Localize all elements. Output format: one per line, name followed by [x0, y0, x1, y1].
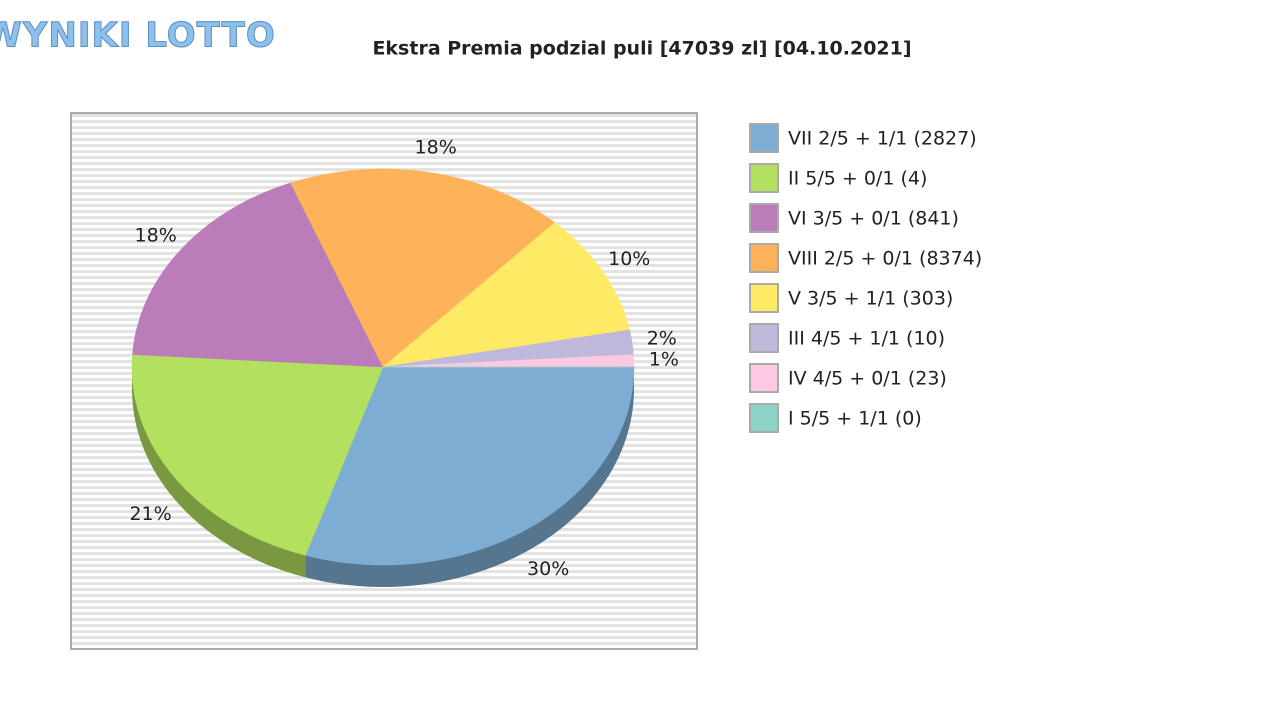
data-label: 10%	[608, 248, 650, 270]
legend-label: VI 3/5 + 0/1 (841)	[788, 208, 959, 230]
slice	[382, 329, 634, 368]
legend-swatch	[749, 283, 779, 313]
legend-swatch	[749, 203, 779, 233]
legend-swatch	[749, 243, 779, 273]
slice	[382, 222, 630, 368]
slice	[305, 366, 635, 566]
legend-swatch	[749, 323, 779, 353]
data-label: 30%	[527, 558, 569, 580]
slice	[131, 354, 384, 556]
legend-swatch	[749, 163, 779, 193]
data-label: 2%	[647, 328, 677, 350]
legend-swatch	[749, 363, 779, 393]
legend-swatch	[749, 123, 779, 153]
legend-label: II 5/5 + 0/1 (4)	[788, 168, 927, 190]
slice	[132, 182, 384, 368]
legend-swatch	[749, 403, 779, 433]
legend-label: V 3/5 + 1/1 (303)	[788, 288, 953, 310]
data-label: 1%	[649, 348, 679, 370]
slice-side	[132, 367, 306, 578]
data-label: 18%	[135, 224, 177, 246]
legend-label: III 4/5 + 1/1 (10)	[788, 328, 945, 350]
legend-label: I 5/5 + 1/1 (0)	[788, 408, 922, 430]
slice	[290, 168, 556, 368]
logo: WYNIKI LOTTO	[0, 16, 276, 56]
slice-side	[305, 367, 634, 587]
data-label: 21%	[129, 503, 171, 525]
legend-label: IV 4/5 + 0/1 (23)	[788, 368, 947, 390]
legend-label: VII 2/5 + 1/1 (2827)	[788, 128, 977, 150]
legend-label: VIII 2/5 + 0/1 (8374)	[788, 248, 982, 270]
data-label: 18%	[415, 136, 457, 158]
chart-title: Ekstra Premia podzial puli [47039 zl] [0…	[372, 38, 911, 60]
